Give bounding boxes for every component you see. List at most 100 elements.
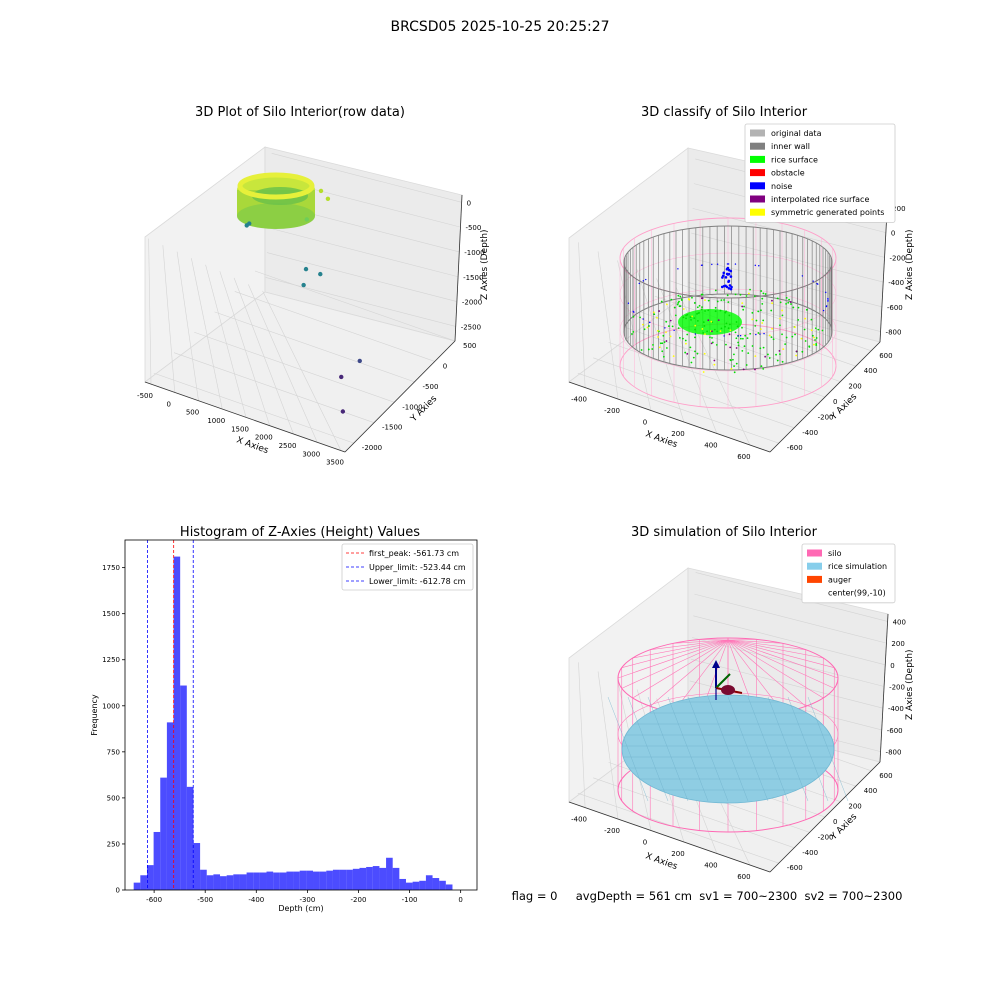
cls-noise-dot: [729, 287, 733, 291]
hist-bar: [213, 874, 221, 890]
cls-surface-dot: [797, 318, 800, 321]
hist-bar: [332, 869, 340, 890]
hist-bar: [279, 872, 287, 890]
sim-y-axis: [769, 761, 881, 873]
cls-noise-dot: [726, 266, 730, 270]
cls-surface-dot: [670, 298, 673, 301]
hist-xtick-label: 0: [458, 896, 462, 904]
cls-surface-dot: [743, 345, 746, 348]
hist-bar: [146, 865, 154, 890]
cls-surface-dot: [781, 309, 784, 312]
panel-simulation-3d: 3D simulation of Silo Interior -400-2000…: [568, 525, 915, 881]
raw-zgrid: [271, 153, 462, 203]
cls-surface-dot: [716, 300, 719, 303]
raw-ygrid: [234, 291, 435, 362]
sim-roof-line: [727, 639, 757, 641]
cls-surface-dot: [768, 334, 771, 337]
cls-surface-dot: [775, 353, 777, 356]
raw-point: [318, 271, 323, 277]
raw-zgrid: [268, 227, 459, 278]
cls-surface-dot: [727, 327, 730, 330]
cls-surface-dot: [742, 368, 745, 371]
raw-ztick: -1000: [464, 249, 484, 257]
cls-ztick: -200: [890, 254, 906, 262]
raw-xtick: 0: [167, 400, 171, 408]
sim-roof-line: [727, 639, 784, 644]
cls-surface-dot: [770, 309, 773, 312]
hist-xlabel: Depth (cm): [278, 904, 323, 913]
cls-noise-dot: [729, 269, 733, 273]
cls-surface-dot: [764, 293, 767, 295]
figure-title: BRCSD05 2025-10-25 20:25:27: [390, 19, 609, 35]
raw-ytick: -500: [423, 383, 439, 391]
cls-ytick: -600: [787, 444, 803, 452]
raw-point: [304, 217, 309, 222]
hist-bar: [299, 870, 307, 890]
hist-ytick-label: 1750: [102, 564, 120, 572]
cls-ytick: 400: [864, 367, 877, 375]
cls-surface-dot: [697, 312, 700, 315]
cls-noise-dot: [812, 280, 814, 282]
cls-surface-dot: [665, 320, 668, 323]
cls-ylabel: Y Axies: [828, 392, 859, 423]
cls-surface-dot: [676, 303, 679, 306]
cls-surface-dot: [665, 340, 668, 342]
cls-noise-dot: [721, 276, 724, 279]
cls-ygrid: [593, 357, 795, 429]
cls-surface-dot: [690, 318, 692, 321]
cls-surface-dot: [771, 302, 774, 305]
sim-xtick: 200: [671, 850, 684, 858]
cls-surface-dot: [751, 318, 754, 321]
cls-noise-dot: [729, 275, 733, 278]
hist-legend-label: Lower_limit: -612.78 cm: [369, 577, 466, 586]
cls-noise-dot: [755, 333, 757, 336]
cls-surface-dot: [781, 360, 784, 363]
cls-surface-dot: [724, 311, 727, 314]
cls-surface-dot: [743, 305, 745, 308]
cls-surface-dot: [714, 289, 717, 292]
cls-noise-dot: [723, 335, 725, 337]
cls-surface-dot: [757, 332, 760, 334]
cls-surface-dot: [719, 309, 722, 312]
cls-surface-dot: [686, 352, 689, 355]
sim-legend-swatch: [807, 589, 822, 597]
raw-ytick: 500: [463, 342, 476, 350]
cls-noise-dot: [825, 291, 827, 294]
sim-mesh-line: [667, 696, 709, 802]
cls-surface-dot: [656, 316, 658, 319]
raw-point: [318, 188, 324, 194]
raw-xtick: -500: [137, 392, 153, 400]
sim-xgrid: [597, 671, 619, 820]
cls-xgrid: [636, 269, 685, 423]
hist-bar: [372, 866, 380, 890]
cls-surface-dot: [725, 343, 727, 346]
cls-ztick: -400: [888, 279, 904, 287]
cls-zgrid: [691, 232, 884, 283]
cls-surface-dot: [801, 350, 804, 353]
cls-surface-dot: [648, 325, 650, 327]
cls-noise-dot: [642, 318, 644, 320]
cls-ygrid: [654, 295, 856, 367]
raw-zgrid: [265, 277, 456, 327]
cls-surface-dot: [665, 347, 668, 349]
cls-surface-dot: [686, 313, 689, 316]
sim-legend-swatch: [807, 562, 822, 570]
hist-xtick-label: -200: [351, 896, 367, 904]
cls-surface-dot: [717, 319, 720, 322]
cls-surface-dot: [688, 298, 691, 301]
cls-legend-swatch: [750, 129, 765, 137]
cls-surface-dot: [674, 314, 677, 317]
cls-surface-dot: [711, 336, 713, 339]
cls-surface-dot: [744, 334, 747, 337]
sim-auger-z-head: [712, 660, 720, 668]
sim-legend: silo rice simulation auger center(99,-10): [801, 543, 896, 604]
sim-legend-label: auger: [828, 575, 852, 584]
cls-surface-dot: [690, 361, 693, 364]
hist-bar: [392, 867, 400, 890]
cls-surface-dot: [684, 351, 687, 354]
cls-surface-dot: [729, 329, 732, 332]
hist-bar: [339, 869, 347, 890]
raw-ztick: -2000: [462, 299, 482, 307]
cls-noise-dot: [827, 299, 829, 302]
raw-point: [247, 221, 252, 226]
